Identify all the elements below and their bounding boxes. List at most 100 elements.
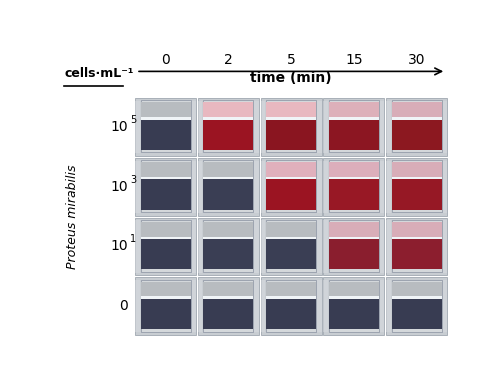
Bar — [135, 101, 140, 153]
Bar — [386, 280, 390, 332]
Bar — [140, 162, 190, 177]
Text: Proteus mirabilis: Proteus mirabilis — [66, 164, 78, 269]
Bar — [392, 282, 442, 296]
Bar — [329, 220, 379, 272]
Bar — [135, 218, 196, 275]
Bar — [386, 161, 390, 213]
Text: 3: 3 — [130, 174, 136, 184]
Text: 30: 30 — [408, 53, 426, 67]
Bar — [392, 100, 442, 152]
Bar — [254, 280, 259, 332]
Bar — [266, 120, 316, 150]
Bar — [260, 220, 265, 272]
Bar — [329, 100, 379, 152]
Text: 2: 2 — [224, 53, 232, 67]
Text: cells·mL⁻¹: cells·mL⁻¹ — [64, 67, 134, 80]
Bar — [386, 101, 390, 153]
Text: 10: 10 — [111, 240, 128, 253]
Bar — [204, 237, 254, 239]
Bar — [204, 100, 254, 152]
Bar — [317, 161, 322, 213]
Bar — [198, 280, 202, 332]
Bar — [135, 158, 196, 216]
Bar — [392, 237, 442, 239]
Bar — [266, 162, 316, 177]
Bar — [324, 98, 384, 156]
Bar — [392, 299, 442, 329]
Bar — [329, 162, 379, 177]
Bar — [392, 160, 442, 212]
Bar — [266, 222, 316, 237]
Bar — [329, 239, 379, 269]
Bar — [204, 239, 254, 269]
Bar — [135, 280, 140, 332]
Bar — [204, 102, 254, 117]
Bar — [386, 218, 447, 275]
Text: 5: 5 — [286, 53, 296, 67]
Bar — [329, 120, 379, 150]
Bar — [140, 280, 190, 332]
Bar — [198, 98, 259, 156]
Bar — [266, 100, 316, 152]
Bar — [140, 100, 190, 152]
Bar — [140, 120, 190, 150]
Bar — [135, 161, 140, 213]
Bar — [254, 161, 259, 213]
Bar — [266, 102, 316, 117]
Bar — [329, 299, 379, 329]
Bar — [198, 277, 259, 335]
Text: 0: 0 — [120, 299, 128, 313]
Bar — [329, 222, 379, 237]
Text: 10: 10 — [111, 180, 128, 194]
Bar — [204, 120, 254, 150]
Bar — [135, 277, 196, 335]
Bar — [329, 177, 379, 179]
Text: 15: 15 — [345, 53, 362, 67]
Bar — [380, 280, 384, 332]
Bar — [266, 282, 316, 296]
Bar — [266, 117, 316, 120]
Bar — [392, 120, 442, 150]
Bar — [254, 220, 259, 272]
Bar — [329, 160, 379, 212]
Bar — [260, 277, 322, 335]
Bar — [392, 117, 442, 120]
Bar — [135, 98, 196, 156]
Bar — [140, 299, 190, 329]
Bar — [192, 280, 196, 332]
Bar — [266, 177, 316, 179]
Bar — [140, 179, 190, 210]
Bar — [140, 239, 190, 269]
Bar — [324, 218, 384, 275]
Bar — [192, 220, 196, 272]
Bar — [204, 282, 254, 296]
Bar — [317, 280, 322, 332]
Bar — [329, 282, 379, 296]
Bar — [198, 220, 202, 272]
Bar — [266, 239, 316, 269]
Bar — [140, 160, 190, 212]
Text: 0: 0 — [161, 53, 170, 67]
Bar — [260, 161, 265, 213]
Bar — [204, 117, 254, 120]
Bar — [266, 299, 316, 329]
Bar — [317, 220, 322, 272]
Bar — [392, 177, 442, 179]
Bar — [386, 98, 447, 156]
Bar — [204, 296, 254, 299]
Bar — [380, 101, 384, 153]
Bar — [266, 280, 316, 332]
Bar — [329, 280, 379, 332]
Bar — [386, 277, 447, 335]
Bar — [380, 161, 384, 213]
Bar — [392, 102, 442, 117]
Bar — [266, 160, 316, 212]
Text: 5: 5 — [130, 115, 136, 125]
Bar — [140, 237, 190, 239]
Bar — [380, 220, 384, 272]
Bar — [198, 158, 259, 216]
Bar — [329, 296, 379, 299]
Bar — [266, 179, 316, 210]
Bar — [324, 220, 328, 272]
Bar — [140, 102, 190, 117]
